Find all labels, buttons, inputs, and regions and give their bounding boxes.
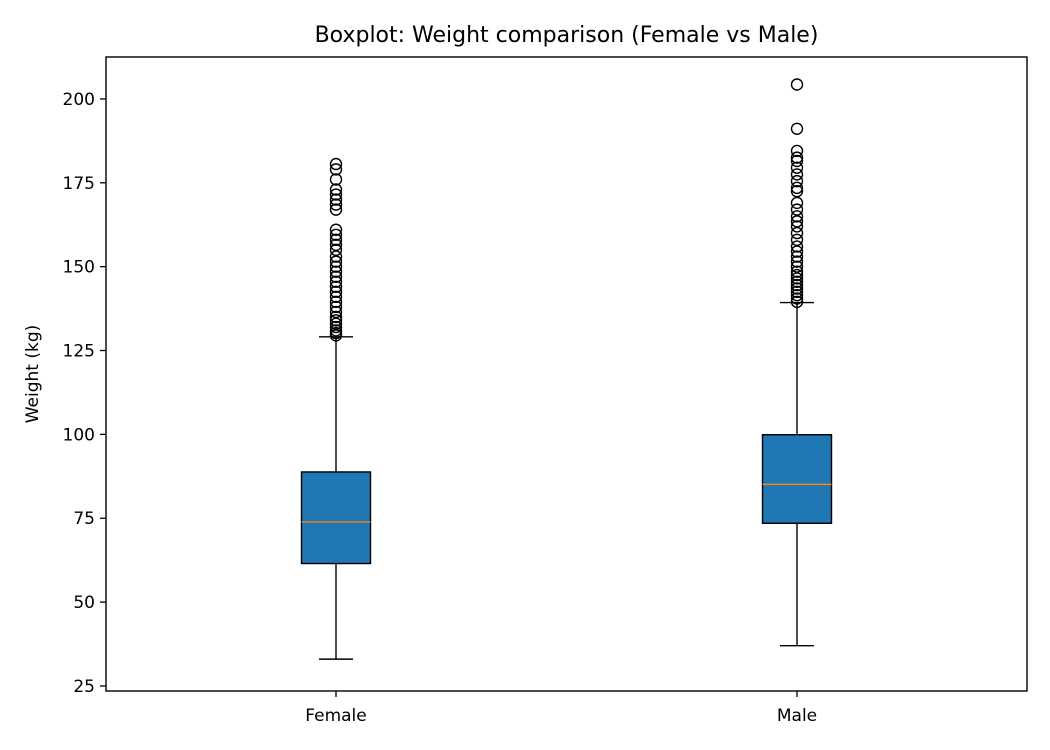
- outlier-point: [329, 295, 343, 309]
- outlier-point: [790, 265, 804, 278]
- outlier-point: [329, 223, 343, 236]
- outlier-point: [790, 144, 804, 158]
- box-group-male: [761, 78, 833, 647]
- iqr-box: [300, 471, 372, 565]
- outlier-point: [790, 215, 804, 228]
- outlier-point: [790, 122, 804, 135]
- outlier-point: [329, 260, 343, 273]
- y-tick-label: 75: [73, 509, 95, 529]
- outlier-point: [790, 220, 804, 233]
- outlier-point: [790, 272, 804, 285]
- outlier-point: [790, 285, 804, 299]
- x-tick-label: Male: [777, 706, 817, 726]
- outlier-point: [790, 196, 804, 210]
- outlier-point: [329, 228, 343, 241]
- y-axis-label: Weight (kg): [23, 325, 43, 424]
- outlier-point: [329, 310, 343, 324]
- outlier-point: [329, 173, 343, 186]
- outlier-point: [790, 292, 804, 305]
- outlier-point: [329, 275, 343, 288]
- outlier-point: [329, 285, 343, 299]
- y-tick-label: 25: [73, 677, 95, 697]
- plot-area: 25 50 75 100 125 150 175 200 Female Male: [63, 56, 1028, 726]
- outlier-point: [790, 260, 804, 273]
- y-tick-label: 50: [73, 593, 95, 613]
- outlier-point: [329, 300, 343, 314]
- outlier-point: [790, 168, 804, 181]
- outlier-point: [329, 233, 343, 247]
- outlier-point: [329, 324, 343, 337]
- outlier-point: [790, 278, 804, 292]
- outlier-point: [790, 210, 804, 223]
- outlier-point: [790, 154, 804, 168]
- outlier-point: [790, 245, 804, 258]
- outlier-point: [329, 280, 343, 293]
- outlier-point: [329, 255, 343, 268]
- outlier-point: [790, 288, 804, 302]
- outlier-point: [329, 314, 343, 327]
- outlier-point: [790, 78, 804, 91]
- outlier-point: [790, 184, 804, 198]
- outlier-point: [790, 255, 804, 268]
- y-tick-label: 125: [63, 342, 95, 362]
- plot-frame: [105, 56, 1028, 692]
- outlier-point: [329, 203, 343, 216]
- outlier-point: [790, 161, 804, 174]
- outlier-point: [790, 268, 804, 282]
- outlier-point: [329, 270, 343, 283]
- y-tick-label: 200: [63, 90, 95, 110]
- outlier-point: [329, 265, 343, 278]
- outlier-point: [790, 174, 804, 188]
- outlier-point: [790, 233, 804, 247]
- x-tick-label: Female: [305, 706, 366, 726]
- outlier-point: [329, 183, 343, 196]
- outlier-point: [329, 163, 343, 176]
- outlier-point: [329, 290, 343, 304]
- outlier-point: [790, 203, 804, 216]
- outlier-point: [790, 226, 804, 240]
- outlier-point: [329, 157, 343, 171]
- box-group-female: [300, 157, 372, 660]
- outlier-point: [790, 275, 804, 288]
- outlier-point: [329, 250, 343, 263]
- outlier-point: [329, 243, 343, 257]
- outlier-point: [790, 151, 804, 164]
- y-tick-label: 150: [63, 258, 95, 278]
- outlier-point: [329, 198, 343, 211]
- chart-title: Boxplot: Weight comparison (Female vs Ma…: [315, 23, 819, 48]
- outlier-point: [329, 193, 343, 206]
- iqr-box: [761, 434, 833, 524]
- outlier-point: [790, 250, 804, 263]
- outlier-point: [329, 188, 343, 201]
- outlier-point: [329, 320, 343, 334]
- y-tick-label: 175: [63, 174, 95, 194]
- outlier-point: [790, 240, 804, 253]
- y-tick-label: 100: [63, 425, 95, 445]
- outlier-point: [329, 238, 343, 252]
- outlier-point: [329, 317, 343, 330]
- outlier-point: [329, 305, 343, 319]
- outlier-point: [790, 282, 804, 295]
- outlier-point: [790, 181, 804, 195]
- outlier-point: [790, 295, 804, 309]
